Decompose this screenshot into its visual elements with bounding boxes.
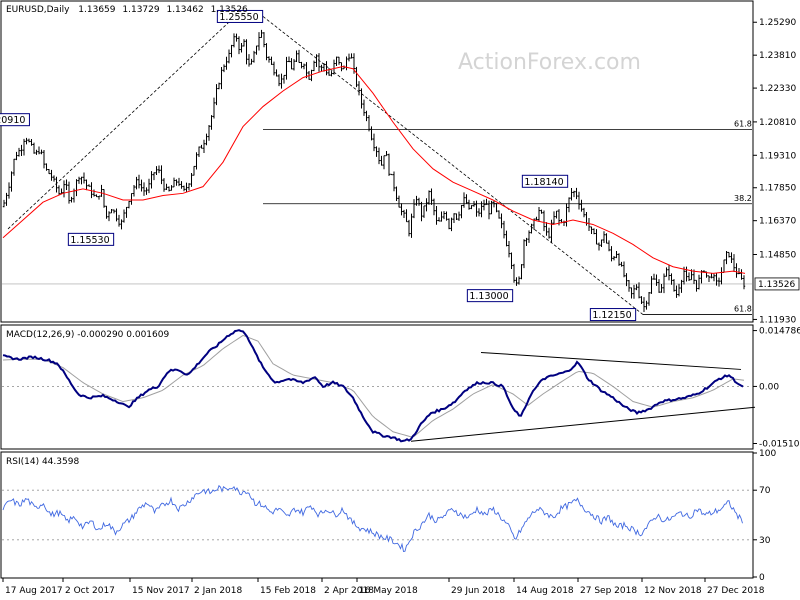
macd-trendline xyxy=(480,351,742,370)
axis-tick-label: 1.16370 xyxy=(759,217,796,227)
axis-tick-label: 30 xyxy=(759,536,771,546)
symbol-label: EURUSD,Daily xyxy=(6,5,70,15)
price-annotation-label: 1.18140 xyxy=(524,177,563,188)
axis-tick-label: 1.19310 xyxy=(759,151,796,161)
rsi-line xyxy=(2,484,743,553)
axis-tick-label: 1.22330 xyxy=(759,84,796,94)
axis-tick-label: 0.014786 xyxy=(759,327,800,337)
axis-tick-label: 2 Oct 2017 xyxy=(65,586,115,596)
price-annotation-label: 1.12150 xyxy=(592,310,631,321)
axis-tick-label: 14 Aug 2018 xyxy=(516,586,574,596)
price-annotation-box xyxy=(589,308,637,322)
axis-tick-label: 1.20810 xyxy=(759,118,796,128)
fib-level-label: 38.2 xyxy=(734,194,752,203)
axis-tick-label: 12 Nov 2018 xyxy=(644,586,702,596)
axis-tick-label: 29 Jun 2018 xyxy=(451,586,505,596)
macd-axis: 0.014786 0.00 -0.015107 xyxy=(753,327,800,449)
rsi-panel-frame xyxy=(0,451,754,579)
axis-tick-label: 2 Apr 2018 xyxy=(324,586,374,596)
axis-tick-label: 1.17850 xyxy=(759,184,796,194)
axis-tick-label: 0.00 xyxy=(759,382,779,392)
moving-average-line xyxy=(2,65,746,274)
price-header: EURUSD,Daily 1.13659 1.13729 1.13462 1.1… xyxy=(6,5,248,15)
axis-tick-label: 17 Aug 2017 xyxy=(5,586,63,596)
axis-tick-label: 1.25290 xyxy=(759,18,796,28)
axis-tick-label: 1.14850 xyxy=(759,250,796,260)
trendline xyxy=(7,16,236,230)
price-annotation-label: 1.25550 xyxy=(219,12,258,23)
price-annotation-box xyxy=(521,174,569,188)
price-annotation-box xyxy=(0,113,30,127)
close-value: 1.13526 xyxy=(211,5,248,15)
low-value: 1.13462 xyxy=(166,5,203,15)
axis-tick-label: 16 May 2018 xyxy=(359,586,418,596)
price-annotation-box xyxy=(466,289,514,303)
price-panel-frame xyxy=(0,0,754,323)
macd-trendline xyxy=(410,406,756,442)
fib-level-label: 61.8 xyxy=(734,305,752,314)
axis-tick-label: 27 Dec 2018 xyxy=(707,586,765,596)
rsi-title: RSI(14) 44.3598 xyxy=(6,457,79,467)
price-annotation-label: 1.15530 xyxy=(70,235,109,246)
high-value: 1.13729 xyxy=(122,5,159,15)
rsi-layer xyxy=(2,484,752,553)
axis-tick-label: 2 Jan 2018 xyxy=(194,586,242,596)
price-annotation-box xyxy=(67,232,115,246)
macd-layer xyxy=(2,329,756,443)
axis-tick-label: -0.015107 xyxy=(759,439,800,449)
date-axis: 17 Aug 2017 2 Oct 2017 15 Nov 2017 2 Jan 20… xyxy=(2,578,765,596)
price-layer: 61.8 38.2 61.8 1.25550 1.20910 1.15530 1.18140… xyxy=(0,9,752,322)
axis-tick-label: 27 Sep 2018 xyxy=(580,586,637,596)
axis-tick-label: 1.11930 xyxy=(759,315,796,325)
price-annotation-box xyxy=(216,9,264,23)
axis-tick-label: 0 xyxy=(759,573,765,583)
axis-tick-label: 70 xyxy=(759,486,771,496)
fib-level-label: 61.8 xyxy=(734,119,752,128)
watermark: ActionForex.com xyxy=(458,50,641,75)
price-axis: 1.25290 1.23810 1.22330 1.20810 1.19310 1.178… xyxy=(753,18,800,325)
price-annotation-label: 1.20910 xyxy=(0,115,25,126)
macd-title: MACD(12,26,9) -0.000290 0.001609 xyxy=(6,330,169,340)
axis-tick-label: 15 Nov 2017 xyxy=(132,586,190,596)
axis-tick-label: 1.23810 xyxy=(759,51,796,61)
axis-tick-label: 100 xyxy=(759,449,776,459)
open-value: 1.13659 xyxy=(78,5,115,15)
macd-line xyxy=(2,329,744,443)
axis-tick-label: 15 Feb 2018 xyxy=(260,586,316,596)
rsi-axis: 100 70 30 0 xyxy=(753,449,776,583)
last-price-box xyxy=(754,277,800,291)
last-price-label: 1.13526 xyxy=(758,280,795,290)
macd-panel-frame xyxy=(0,324,754,450)
price-annotation-label: 1.13000 xyxy=(469,291,508,302)
macd-signal-line xyxy=(2,334,745,438)
